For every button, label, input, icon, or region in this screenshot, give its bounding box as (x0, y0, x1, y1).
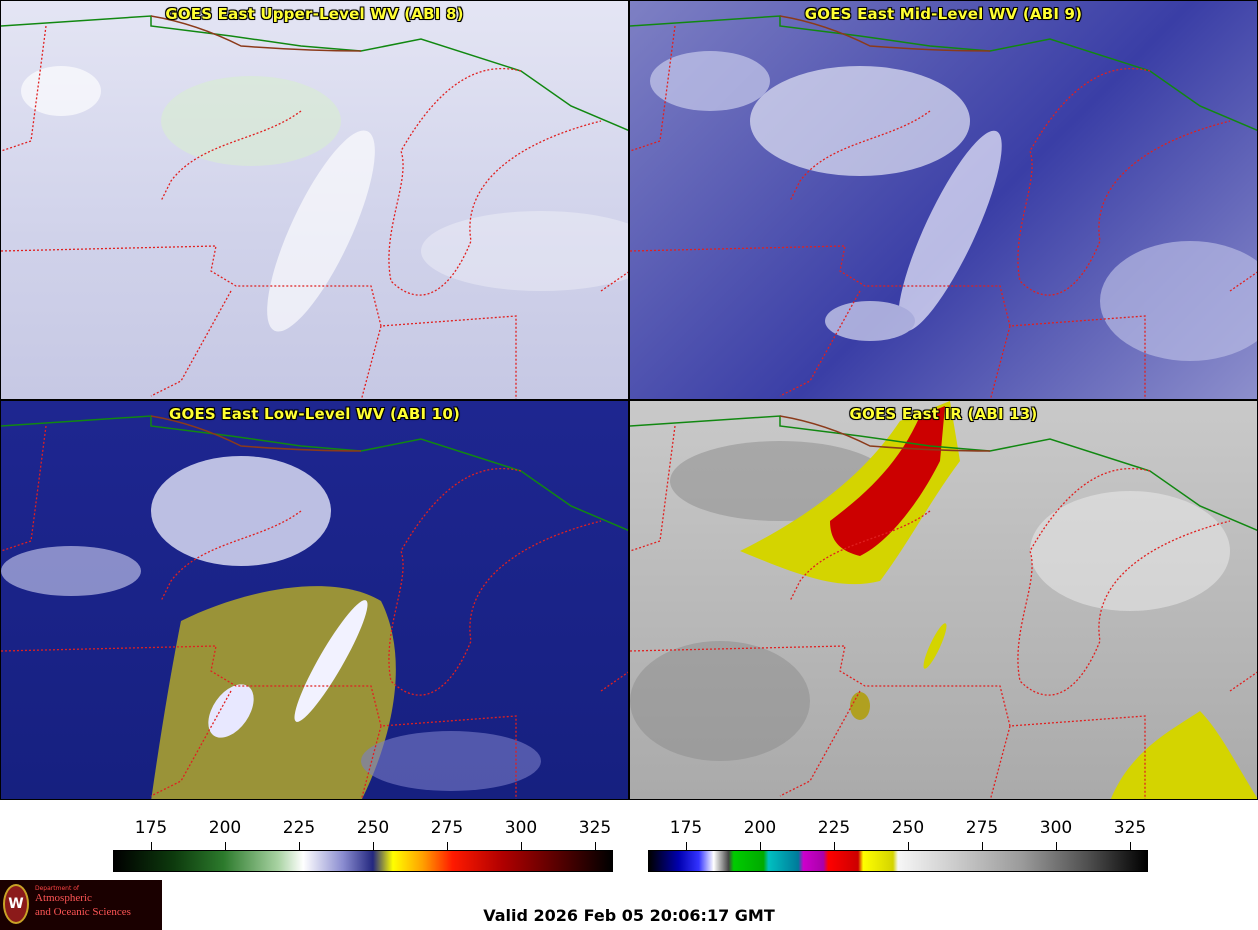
tick-mark (1130, 842, 1131, 850)
tick-mark (521, 842, 522, 850)
tick-mark (595, 842, 596, 850)
colorbar-ir: 175 200 225 250 275 300 325 (648, 814, 1148, 872)
panel-upper-level-wv: GOES East Upper-Level WV (ABI 8) (0, 0, 629, 400)
tick-mark (1056, 842, 1057, 850)
aos-logo[interactable]: W Department of Atmospheric and Oceanic … (0, 880, 162, 930)
tick-mark (908, 842, 909, 850)
tick-label: 200 (743, 818, 777, 838)
colorbar-gradient (648, 850, 1148, 872)
tick-label: 250 (891, 818, 925, 838)
tick-label: 300 (1039, 818, 1073, 838)
logo-line1: Atmospheric (35, 892, 92, 904)
tick-mark (299, 842, 300, 850)
tick-label: 175 (669, 818, 703, 838)
tick-label: 250 (356, 818, 390, 838)
map-low-level-wv (1, 415, 628, 799)
colorbar-ticks: 175 200 225 250 275 300 325 (113, 814, 613, 844)
colorbar-gradient (113, 850, 613, 872)
panel-title: GOES East Upper-Level WV (ABI 8) (165, 5, 464, 23)
logo-dept: Department of (35, 885, 79, 892)
colorbar-ticks: 175 200 225 250 275 300 325 (648, 814, 1148, 844)
uw-seal-icon: W (3, 884, 29, 924)
tick-mark (225, 842, 226, 850)
panel-title: GOES East Low-Level WV (ABI 10) (168, 405, 461, 423)
map-ir (630, 401, 1257, 799)
map-upper-level-wv (1, 15, 628, 399)
logo-line2: and Oceanic Sciences (35, 906, 131, 918)
tick-label: 300 (504, 818, 538, 838)
panel-title: GOES East Mid-Level WV (ABI 9) (804, 5, 1083, 23)
tick-mark (447, 842, 448, 850)
tick-mark (760, 842, 761, 850)
tick-mark (686, 842, 687, 850)
tick-label: 275 (965, 818, 999, 838)
panel-ir: GOES East IR (ABI 13) (629, 400, 1258, 800)
tick-label: 175 (134, 818, 168, 838)
tick-label: 275 (430, 818, 464, 838)
panel-mid-level-wv: GOES East Mid-Level WV (ABI 9) (629, 0, 1258, 400)
map-mid-level-wv (630, 15, 1257, 399)
tick-mark (834, 842, 835, 850)
tick-label: 325 (578, 818, 612, 838)
tick-label: 225 (817, 818, 851, 838)
tick-label: 325 (1113, 818, 1147, 838)
tick-mark (373, 842, 374, 850)
panel-low-level-wv: GOES East Low-Level WV (ABI 10) (0, 400, 629, 800)
tick-mark (982, 842, 983, 850)
valid-time: Valid 2026 Feb 05 20:06:17 GMT (483, 906, 775, 925)
tick-mark (151, 842, 152, 850)
colorbar-wv: 175 200 225 250 275 300 325 (113, 814, 613, 872)
tick-label: 225 (282, 818, 316, 838)
panel-title: GOES East IR (ABI 13) (849, 405, 1038, 423)
tick-label: 200 (208, 818, 242, 838)
